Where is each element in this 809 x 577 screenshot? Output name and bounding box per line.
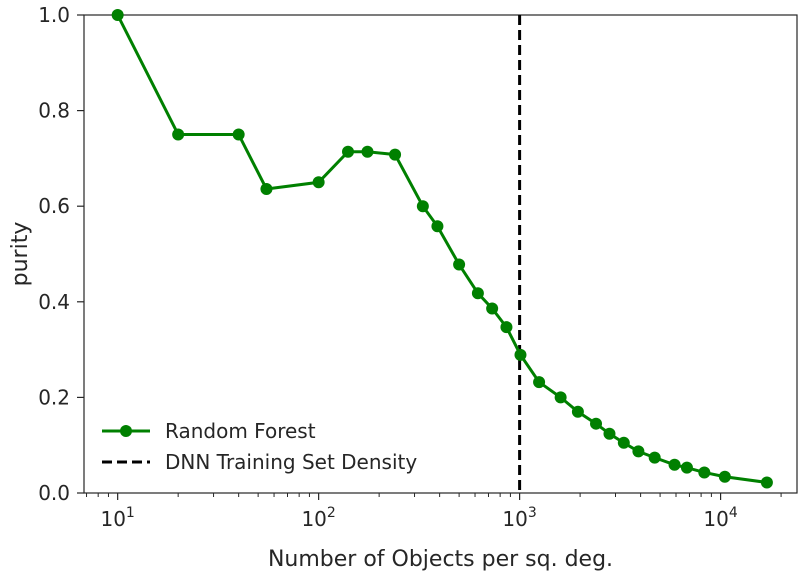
data-point — [500, 321, 513, 334]
x-tick-label: 104 — [703, 505, 737, 531]
data-point — [514, 348, 527, 361]
x-tick-label: 103 — [502, 505, 536, 531]
data-point — [389, 148, 402, 161]
y-axis-ticks: 0.0 0.2 0.4 0.6 0.8 1.0 — [38, 3, 84, 505]
plot-frame — [83, 14, 798, 494]
x-tick-base: 10 — [100, 507, 125, 531]
x-tick-exponent: 1 — [126, 505, 135, 521]
random-forest-points — [111, 9, 773, 489]
data-point — [361, 145, 374, 158]
data-point — [533, 376, 546, 389]
data-point — [172, 128, 185, 141]
x-tick-exponent: 4 — [729, 505, 738, 521]
x-tick-exponent: 3 — [528, 505, 537, 521]
data-point — [111, 9, 124, 21]
data-point — [590, 417, 603, 430]
legend: Random Forest DNN Training Set Density — [102, 419, 417, 474]
data-point — [698, 466, 711, 479]
data-point — [471, 287, 484, 300]
y-tick-label: 1.0 — [38, 3, 70, 27]
data-point — [603, 427, 616, 440]
x-tick-label: 101 — [100, 505, 134, 531]
x-axis-minor-ticks — [86, 493, 782, 497]
data-point — [668, 458, 681, 471]
y-tick-label: 0.0 — [38, 481, 70, 505]
data-point — [571, 405, 584, 418]
x-tick-label: 102 — [301, 505, 335, 531]
x-tick-base: 10 — [301, 507, 326, 531]
y-tick-label: 0.8 — [38, 99, 70, 123]
y-tick-label: 0.4 — [38, 290, 70, 314]
x-tick-exponent: 2 — [327, 505, 336, 521]
data-point — [342, 145, 355, 158]
data-point — [617, 436, 630, 449]
data-point — [554, 391, 567, 404]
data-point — [312, 176, 325, 189]
legend-marker-random-forest — [120, 425, 132, 437]
legend-label-random-forest: Random Forest — [165, 419, 316, 443]
data-point — [416, 200, 429, 213]
data-point — [431, 220, 444, 233]
data-point — [648, 451, 661, 464]
y-tick-label: 0.6 — [38, 194, 70, 218]
y-axis-label: purity — [8, 222, 33, 287]
data-point — [486, 302, 499, 315]
x-axis-label: Number of Objects per sq. deg. — [268, 547, 613, 572]
legend-label-dnn-density: DNN Training Set Density — [165, 450, 417, 474]
data-point — [453, 258, 466, 271]
x-tick-base: 10 — [703, 507, 728, 531]
x-axis-ticks: 101 102 103 104 — [100, 493, 738, 531]
data-point — [680, 461, 693, 474]
data-point — [232, 128, 245, 141]
random-forest-line — [116, 14, 768, 484]
x-tick-base: 10 — [502, 507, 527, 531]
data-point — [760, 476, 773, 489]
data-point — [718, 470, 731, 483]
data-point — [260, 182, 273, 195]
y-tick-label: 0.2 — [38, 385, 70, 409]
data-point — [632, 445, 645, 458]
